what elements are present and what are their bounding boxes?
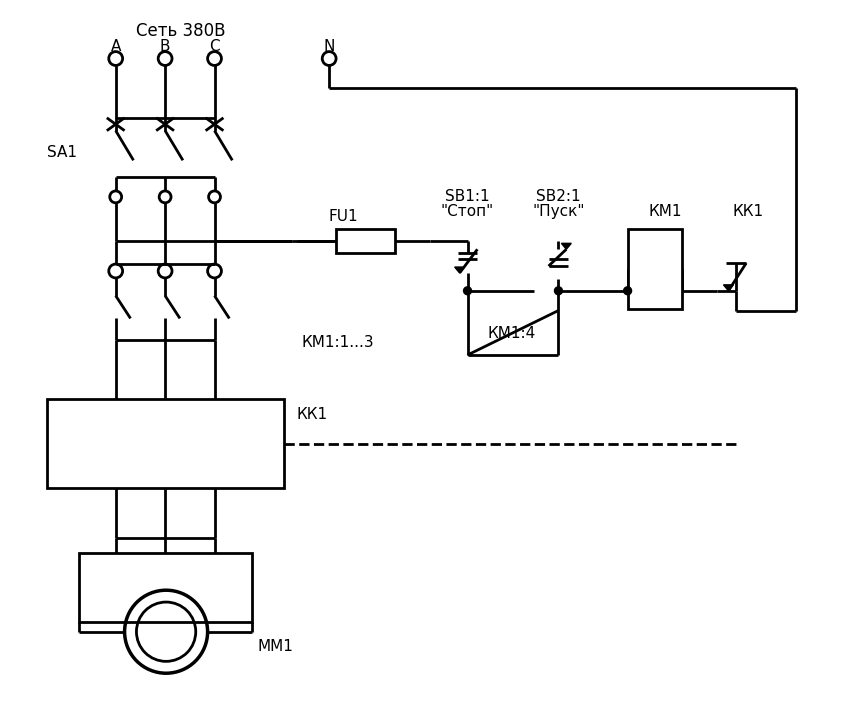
Polygon shape xyxy=(722,285,733,291)
Text: B: B xyxy=(159,39,170,54)
Text: КК1: КК1 xyxy=(732,204,763,219)
Circle shape xyxy=(554,287,561,295)
Text: A: A xyxy=(111,39,121,54)
Text: КМ1: КМ1 xyxy=(648,204,681,219)
Text: "Пуск": "Пуск" xyxy=(532,204,584,219)
Text: "Стоп": "Стоп" xyxy=(440,204,493,219)
Bar xyxy=(336,229,395,253)
Text: КМ1:1...3: КМ1:1...3 xyxy=(301,334,374,349)
Bar xyxy=(47,400,284,488)
Text: Сеть 380В: Сеть 380В xyxy=(136,22,226,40)
Text: SB2:1: SB2:1 xyxy=(536,190,580,204)
Text: КМ1:4: КМ1:4 xyxy=(487,326,535,341)
Polygon shape xyxy=(561,244,571,249)
Text: ММ1: ММ1 xyxy=(256,639,292,654)
Text: SB1:1: SB1:1 xyxy=(445,190,489,204)
Circle shape xyxy=(463,287,471,295)
Text: SA1: SA1 xyxy=(47,145,78,160)
Text: N: N xyxy=(323,39,335,54)
Polygon shape xyxy=(454,267,464,273)
Text: FU1: FU1 xyxy=(328,209,357,224)
Bar xyxy=(79,552,252,622)
Bar xyxy=(627,229,681,309)
Text: КК1: КК1 xyxy=(296,407,327,422)
Text: C: C xyxy=(209,39,220,54)
Circle shape xyxy=(623,287,630,295)
